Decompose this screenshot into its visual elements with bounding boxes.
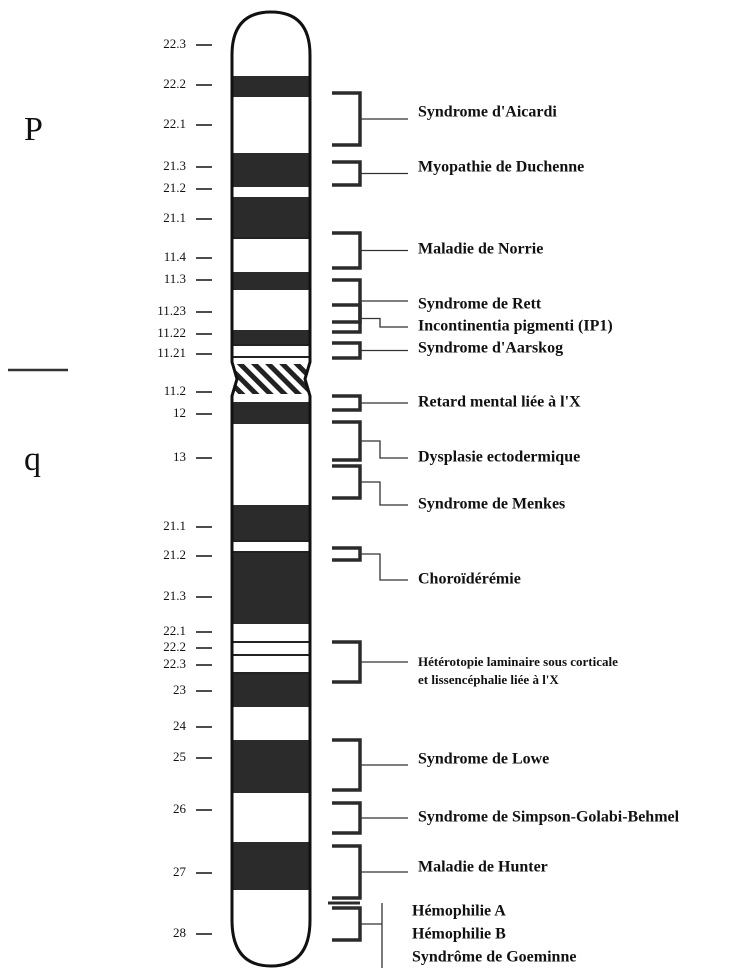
- disease-label: Hémophilie B: [412, 926, 506, 943]
- bracket: [332, 394, 362, 412]
- dark-band: [232, 553, 310, 624]
- chromosome-bands: [232, 76, 310, 890]
- connector: [360, 903, 383, 968]
- chromosome-outline: [230, 10, 312, 968]
- disease-label: et lissencéphalie liée à l'X: [418, 672, 559, 687]
- bracket: [332, 464, 362, 500]
- bracket: [332, 738, 362, 792]
- dark-band: [232, 402, 310, 424]
- dark-band: [232, 272, 310, 290]
- bracket: [332, 341, 362, 360]
- disease-label: Hémophilie A: [412, 903, 506, 920]
- disease-label: Myopathie de Duchenne: [418, 159, 584, 176]
- bracket: [332, 546, 362, 562]
- band-label: 22.3: [163, 36, 186, 51]
- band-label: 22.1: [163, 623, 186, 638]
- band-label: 24: [173, 718, 187, 733]
- band-label: 11.4: [164, 249, 187, 264]
- bracket: [332, 91, 362, 147]
- band-label: 28: [173, 925, 186, 940]
- band-label: 22.3: [163, 656, 186, 671]
- bracket: [332, 278, 362, 324]
- band-label: 26: [173, 801, 187, 816]
- bracket: [332, 801, 362, 835]
- band-label: 22.2: [163, 639, 186, 654]
- band-label: 25: [173, 749, 186, 764]
- band-label: 21.1: [163, 518, 186, 533]
- centromere: [232, 364, 310, 394]
- dark-band: [232, 197, 310, 238]
- band-label: 22.1: [163, 116, 186, 131]
- disease-label: Maladie de Norrie: [418, 241, 543, 258]
- dark-band: [232, 76, 310, 97]
- dark-band: [232, 330, 310, 346]
- band-label: 21.1: [163, 210, 186, 225]
- bracket: [332, 640, 362, 684]
- band-label: 11.3: [164, 271, 186, 286]
- band-label: 11.2: [164, 383, 186, 398]
- disease-label: Syndrome de Lowe: [418, 751, 549, 768]
- disease-label: Hétérotopie laminaire sous corticale: [418, 654, 618, 669]
- band-label: 11.21: [157, 345, 186, 360]
- arm-label: P: [24, 111, 43, 148]
- dark-band: [232, 153, 310, 187]
- disease-label: Dysplasie ectodermique: [418, 449, 580, 466]
- disease-label: Syndrome d'Aicardi: [418, 104, 557, 121]
- band-label: 21.3: [163, 158, 186, 173]
- disease-label: Syndrôme de Goeminne: [412, 949, 576, 966]
- band-label: 27: [173, 864, 187, 879]
- bracket: [332, 906, 362, 942]
- band-label: 21.3: [163, 588, 186, 603]
- band-label: 11.23: [157, 303, 186, 318]
- dark-band: [232, 505, 310, 540]
- connector: [360, 553, 408, 581]
- disease-label: Choroïdérémie: [418, 571, 521, 588]
- bracket: [332, 160, 362, 187]
- disease-label: Syndrome de Rett: [418, 296, 542, 313]
- band-label: 21.2: [163, 180, 186, 195]
- bracket: [332, 844, 362, 900]
- band-label: 13: [173, 449, 186, 464]
- bracket: [332, 231, 362, 270]
- dark-band: [232, 740, 310, 793]
- connector: [360, 481, 408, 506]
- disease-label: Syndrome de Simpson-Golabi-Behmel: [418, 809, 680, 826]
- connector: [360, 440, 408, 459]
- disease-label: Maladie de Hunter: [418, 859, 548, 876]
- band-label: 11.22: [157, 325, 186, 340]
- bracket: [332, 420, 362, 462]
- disease-label: Syndrome d'Aarskog: [418, 340, 563, 357]
- band-label: 12: [173, 405, 186, 420]
- disease-label: Incontinentia pigmenti (IP1): [418, 318, 613, 335]
- disease-label: Retard mental liée à l'X: [418, 394, 581, 411]
- disease-label: Syndrome de Menkes: [418, 496, 565, 513]
- band-label: 21.2: [163, 547, 186, 562]
- dark-band: [232, 674, 310, 707]
- dark-band: [232, 842, 310, 890]
- arm-label: q: [24, 441, 41, 478]
- band-label: 23: [173, 682, 186, 697]
- band-label: 22.2: [163, 76, 186, 91]
- connector: [360, 317, 408, 328]
- bracket: [332, 303, 362, 334]
